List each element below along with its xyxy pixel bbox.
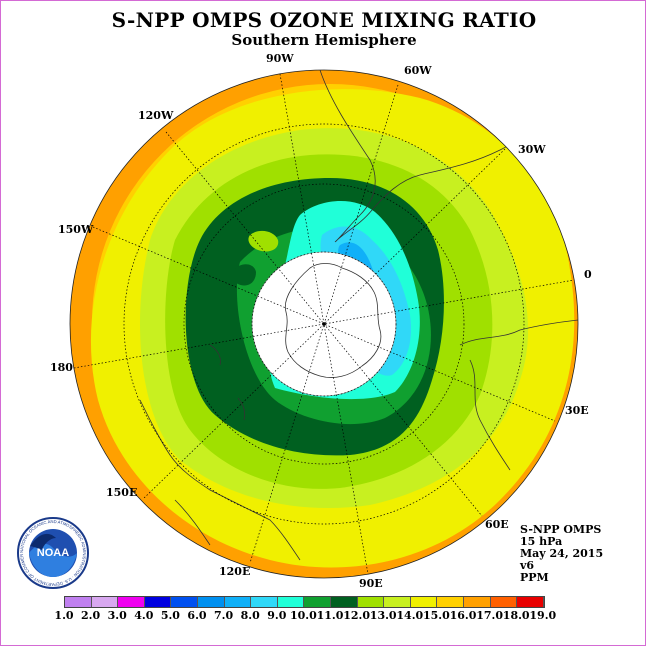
colorbar-tick-label: 16.0: [449, 609, 477, 622]
lon-label-90w: 90W: [266, 52, 294, 65]
colorbar-segment: [384, 597, 411, 607]
colorbar-segment: [357, 597, 385, 607]
colorbar-segment: [304, 597, 331, 607]
colorbar-tick-label: 12.0: [343, 609, 370, 622]
map-title: S-NPP OMPS OZONE MIXING RATIO: [111, 8, 537, 32]
colorbar-tick-label: 2.0: [81, 609, 101, 622]
pressure-level-label: 15 hPa: [520, 535, 563, 548]
colorbar-segment: [277, 597, 305, 607]
lon-label-60w: 60W: [404, 64, 432, 77]
south-america-coast: [319, 70, 561, 243]
map-boundary: [69, 69, 579, 579]
colorbar-tick-label: 19.0: [529, 609, 557, 622]
colorbar-segment: [437, 597, 464, 607]
units-label: PPM: [520, 571, 549, 584]
lon-label-30e: 30E: [565, 404, 589, 417]
colorbar-tick-label: 14.0: [396, 609, 424, 622]
colorbar-tick-label: 4.0: [134, 609, 154, 622]
contour-13-14-patch: [248, 230, 279, 252]
version-label: v6: [520, 559, 535, 572]
colorbar-tick-label: 7.0: [214, 609, 234, 622]
colorbar-segment: [330, 597, 358, 607]
colorbar-tick-label: 17.0: [476, 609, 503, 622]
colorbar-segment: [118, 597, 145, 607]
meridian-0-180: [73, 279, 575, 369]
lat-circle-inner: [183, 183, 465, 465]
lat-circle-polar: [251, 251, 397, 397]
colorbar-segment: [463, 597, 491, 607]
coastlines: [139, 70, 578, 561]
colorbar-segment: [65, 597, 92, 607]
colorbar-tick-label: 3.0: [107, 609, 127, 622]
colorbar-tick-label: 11.0: [316, 609, 344, 622]
lon-label-150w: 150W: [58, 223, 94, 236]
colorbar-segment: [171, 597, 198, 607]
date-label: May 24, 2015: [520, 547, 604, 560]
antarctica-coast: [284, 263, 382, 378]
colorbar: [64, 596, 545, 608]
africa-coast: [459, 319, 578, 471]
lon-label-120e: 120E: [219, 565, 251, 578]
colorbar-segment: [197, 597, 225, 607]
colorbar-segment: [224, 597, 252, 607]
colorbar-segment: [490, 597, 518, 607]
colorbar-tick-label: 5.0: [160, 609, 180, 622]
contour-10-11-island-a: [232, 264, 256, 286]
colorbar-segment: [517, 597, 544, 607]
colorbar-tick-label: 10.0: [289, 609, 317, 622]
lon-label-60e: 60E: [485, 518, 509, 531]
map-subtitle: Southern Hemisphere: [231, 31, 417, 49]
noaa-logo: NOAA NATIONAL OCEANIC AND ATMOSPHERIC AD…: [16, 516, 89, 589]
colorbar-segment: [144, 597, 172, 607]
lon-label-180: 180: [50, 361, 73, 374]
lon-label-150e: 150E: [106, 486, 138, 499]
colorbar-tick-label: 13.0: [369, 609, 397, 622]
australia-coast: [139, 399, 301, 561]
instrument-label: S-NPP OMPS: [520, 523, 602, 536]
lon-label-120w: 120W: [138, 109, 174, 122]
colorbar-segment: [251, 597, 278, 607]
colorbar-segment: [410, 597, 438, 607]
meridian-90e-90w: [279, 73, 369, 575]
colorbar-tick-label: 8.0: [240, 609, 260, 622]
colorbar-tick-label: 9.0: [267, 609, 287, 622]
lon-label-90e: 90E: [359, 577, 383, 590]
new-zealand-coast: [209, 344, 246, 421]
info-block: S-NPP OMPS 15 hPa May 24, 2015 v6 PPM: [520, 524, 603, 584]
lat-circle-outer: [123, 123, 525, 525]
lon-label-30w: 30W: [518, 143, 546, 156]
noaa-logo-text: NOAA: [37, 547, 69, 559]
lon-label-0: 0: [584, 268, 592, 281]
colorbar-tick-label: 15.0: [422, 609, 450, 622]
meridian-30e-150w: [92, 226, 556, 422]
meridian-120e-60w: [249, 84, 399, 564]
colorbar-tick-label: 6.0: [187, 609, 207, 622]
colorbar-tick-label: 18.0: [502, 609, 530, 622]
colorbar-tick-label: 1.0: [54, 609, 74, 622]
south-pole-marker: [322, 322, 326, 326]
colorbar-segment: [91, 597, 119, 607]
